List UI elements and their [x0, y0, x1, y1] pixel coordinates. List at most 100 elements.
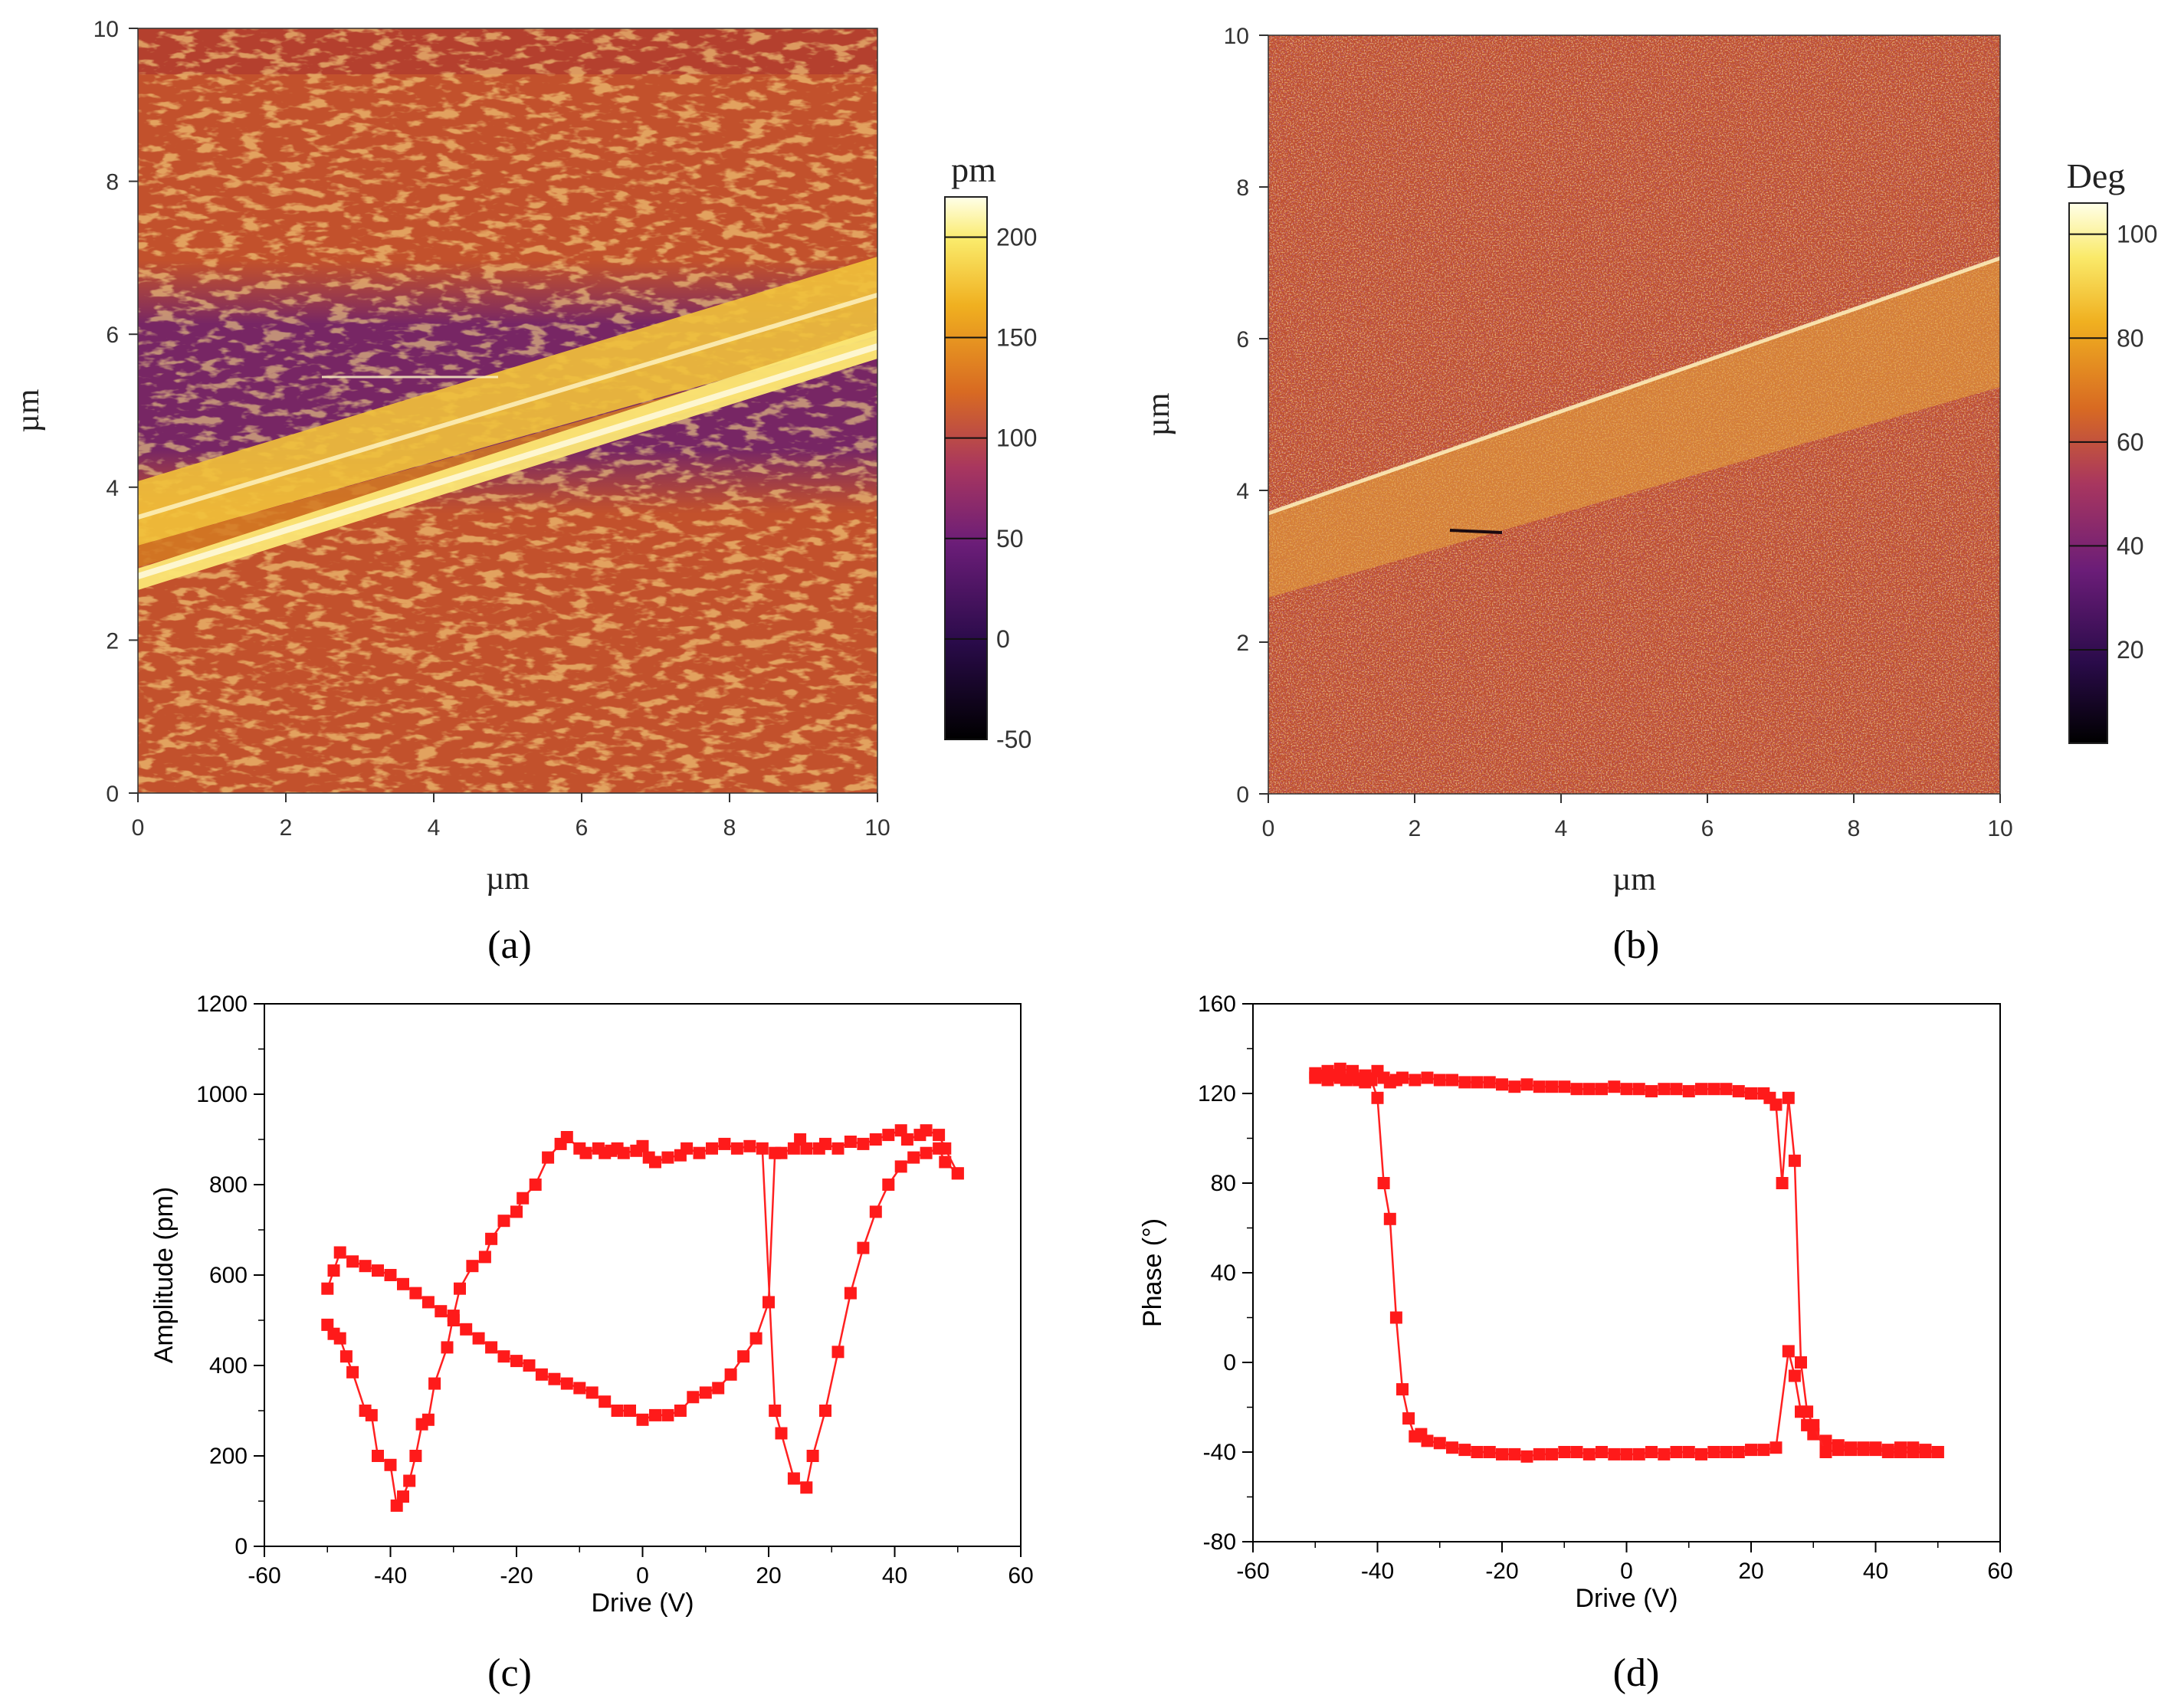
panel-b-ytick-label: 4: [1236, 479, 1249, 504]
panel-d-data-point: [1433, 1074, 1446, 1087]
panel-c-data-point: [882, 1129, 895, 1142]
panel-c-data-point: [706, 1142, 718, 1155]
panel-c-data-point: [497, 1350, 510, 1363]
panel-d-data-point: [1458, 1076, 1471, 1089]
panel-label-c: (c): [487, 1651, 532, 1695]
panel-a-colorbar-tick-label: 50: [996, 525, 1024, 552]
panel-c-data-point: [749, 1332, 763, 1345]
panel-d-data-point: [1389, 1311, 1402, 1324]
panel-c-data-point: [712, 1382, 725, 1395]
panel-c-data-point: [681, 1142, 694, 1155]
panel-b-xtick-label: 4: [1555, 816, 1568, 841]
panel-c-data-point: [346, 1365, 359, 1379]
panel-c-data-point: [907, 1151, 920, 1164]
panel-c-data-point: [333, 1332, 346, 1345]
panel-d-data-point: [1496, 1447, 1508, 1460]
panel-c-data-point: [737, 1350, 750, 1363]
panel-d-data-point: [1782, 1091, 1795, 1104]
panel-b-colorbar-tick-label: 80: [2117, 324, 2144, 352]
panel-d-data-point: [1533, 1080, 1546, 1093]
panel-d-xtick-label: -60: [1236, 1559, 1269, 1584]
panel-d-data-point: [1732, 1085, 1745, 1098]
panel-b-colorbar-tick-label: 100: [2117, 221, 2157, 248]
panel-d-data-point: [1795, 1356, 1807, 1369]
panel-c-data-point: [409, 1287, 422, 1300]
panel-c-data-point: [466, 1260, 479, 1273]
panel-d-data-point: [1707, 1083, 1720, 1096]
panel-d-data-point: [1359, 1069, 1372, 1082]
panel-c-data-point: [636, 1413, 649, 1426]
panel-c-data-point: [869, 1205, 882, 1218]
panel-b-colorbar-tick-label: 40: [2117, 532, 2144, 559]
panel-d-xtick-label: 60: [1987, 1559, 2012, 1584]
panel-a-xtick-label: 10: [864, 815, 890, 841]
panel-c-data-point: [730, 1142, 743, 1155]
panel-d-data-point: [1845, 1444, 1857, 1457]
panel-d-data-point: [1720, 1446, 1733, 1458]
panel-a-xlabel: µm: [486, 861, 530, 897]
panel-d-data-point: [1788, 1154, 1801, 1167]
panel-c-data-point: [857, 1137, 870, 1150]
panel-a-afm-height-map: [137, 28, 988, 794]
panel-d-data-point: [1919, 1444, 1932, 1457]
panel-d-data-point: [1632, 1447, 1645, 1460]
panel-c-data-point: [661, 1151, 674, 1164]
panel-d-data-point: [1471, 1446, 1484, 1458]
panel-c-ytick-label: 800: [209, 1172, 248, 1198]
panel-a-xtick-label: 6: [576, 815, 589, 841]
panel-d-data-point: [1520, 1078, 1533, 1091]
panel-a-colorbar-unit: pm: [951, 150, 996, 189]
panel-d-data-point: [1832, 1444, 1845, 1457]
panel-c-amplitude-loop: [264, 1003, 1022, 1547]
panel-d-data-point: [1720, 1083, 1733, 1096]
panel-d-data-point: [1570, 1446, 1583, 1458]
panel-c-data-point: [327, 1264, 340, 1277]
panel-d-ytick-label: -80: [1203, 1529, 1236, 1555]
panel-a-colorbar-tick-label: 100: [996, 425, 1037, 452]
panel-a-frame: [137, 28, 878, 794]
panel-c-data-point: [403, 1474, 416, 1487]
panel-label-d: (d): [1613, 1651, 1660, 1695]
panel-d-xtick-label: 0: [1620, 1559, 1633, 1584]
panel-b-ytick-label: 8: [1236, 175, 1249, 201]
panel-d-data-point: [1321, 1064, 1334, 1077]
panel-d-data-point: [1745, 1087, 1757, 1100]
panel-d-data-point: [1776, 1177, 1789, 1189]
panel-c-data-point: [435, 1305, 448, 1318]
panel-d-data-point: [1596, 1446, 1608, 1458]
panel-d-data-point: [1682, 1446, 1695, 1458]
panel-c-data-point: [857, 1241, 870, 1254]
panel-d-data-point: [1931, 1446, 1944, 1458]
panel-c-data-point: [800, 1481, 813, 1494]
panel-c-data-point: [869, 1133, 882, 1146]
panel-a-colorbar-tick-label: 200: [996, 223, 1037, 251]
panel-a-ytick-label: 10: [93, 17, 119, 42]
panel-c-data-point: [560, 1131, 573, 1143]
panel-a-ytick-label: 2: [106, 628, 119, 654]
panel-c-data-point: [649, 1156, 661, 1169]
panel-c-data-point: [636, 1139, 649, 1152]
panel-d-xtick-label: -40: [1361, 1559, 1394, 1584]
panel-c-data-point: [359, 1260, 372, 1273]
panel-c-ytick-label: 400: [209, 1353, 248, 1379]
panel-c-data-point: [661, 1408, 674, 1421]
panel-d-data-point: [1819, 1446, 1832, 1458]
panel-d-data-point: [1402, 1412, 1415, 1425]
panel-c-xtick-label: 0: [636, 1563, 649, 1588]
panel-c-data-point: [384, 1269, 397, 1281]
panel-c-data-point: [913, 1129, 927, 1142]
panel-c-data-point: [894, 1160, 907, 1173]
panel-d-data-point: [1371, 1064, 1384, 1077]
panel-d-data-point: [1446, 1074, 1458, 1087]
panel-c-data-point: [485, 1232, 498, 1245]
panel-c-xtick-label: 20: [756, 1563, 781, 1588]
panel-c-data-point: [933, 1129, 946, 1142]
panel-c-data-point: [372, 1264, 384, 1277]
panel-d-data-point: [1533, 1447, 1546, 1460]
panel-c-data-point: [812, 1142, 825, 1155]
panel-c-data-point: [939, 1156, 952, 1169]
panel-c-xtick-label: -40: [374, 1563, 407, 1588]
panel-b-defect: [1449, 529, 1503, 534]
panel-c-data-point: [397, 1277, 409, 1290]
panel-d-data-point: [1596, 1083, 1608, 1096]
